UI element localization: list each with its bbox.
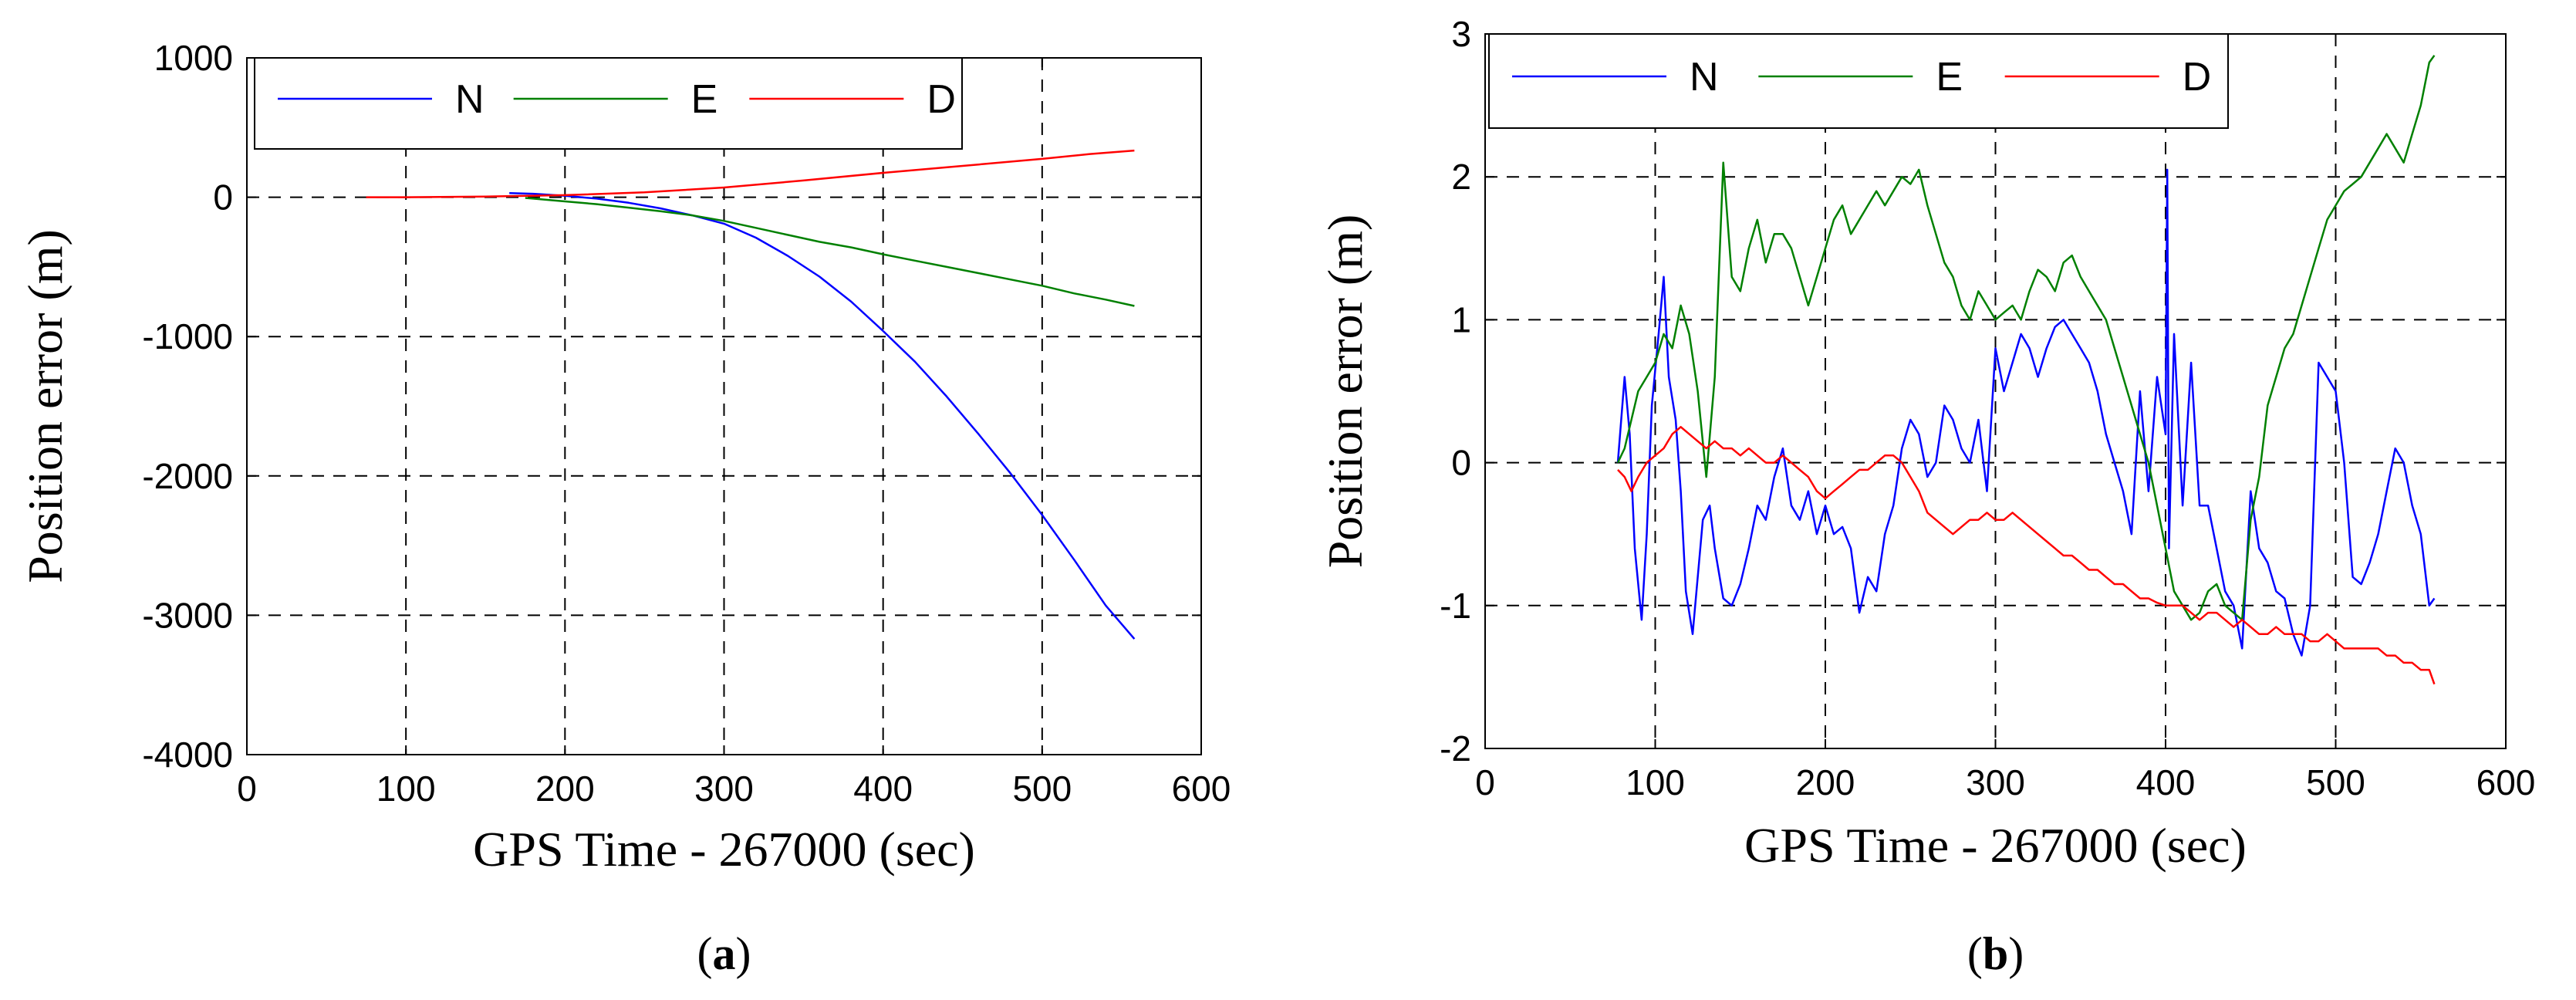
x-tick-label-b-1: 100 [1626,762,1685,802]
panel-caption-b: (b) [1967,928,2024,979]
x-tick-label-a-1: 100 [376,769,436,809]
y-axis-label-a: Position error (m) [18,229,73,583]
x-tick-label-b-0: 0 [1475,762,1495,802]
series-line-b-E [1616,55,2436,621]
series-group-b [1616,55,2436,685]
y-tick-label-b-1: 2 [1451,157,1471,197]
legend-box-b [1488,33,2229,129]
x-axis-label-b: GPS Time - 267000 (sec) [1744,818,2247,873]
caption-letter-b: b [1983,928,2008,979]
x-tick-label-a-5: 500 [1012,769,1072,809]
x-tick-label-a-6: 600 [1172,769,1231,809]
x-tick-label-b-2: 200 [1796,762,1855,802]
caption-close-paren-a: ) [736,928,751,979]
y-tick-label-b-0: 3 [1451,14,1471,54]
y-axis-label-b: Position error (m) [1318,215,1372,569]
x-tick-label-a-4: 400 [853,769,913,809]
x-tick-label-b-5: 500 [2306,762,2365,802]
y-tick-label-a-4: -3000 [142,595,233,635]
series-group-a [366,149,1136,640]
x-tick-label-a-2: 200 [535,769,595,809]
caption-open-paren-a: ( [697,928,713,979]
legend-label-a-E: E [691,77,718,122]
x-tick-label-b-3: 300 [1966,762,2025,802]
series-line-a-N [509,191,1136,640]
legend-label-a-D: D [927,77,956,122]
x-axis-label-a: GPS Time - 267000 (sec) [473,822,975,877]
ticks-b: 0 100 200 300 400 500 600 3 2 1 0 -1 -2 [1440,14,2535,802]
series-line-a-E [525,197,1135,307]
y-tick-label-a-3: -2000 [142,456,233,496]
series-line-b-N [1616,168,2436,657]
grid-a [247,58,1201,755]
y-tick-label-b-3: 0 [1451,443,1471,483]
series-line-b-D [1617,426,2436,685]
x-tick-label-b-4: 400 [2136,762,2196,802]
caption-open-paren-b: ( [1967,928,1983,979]
chart-panel-b: 0 100 200 300 400 500 600 3 2 1 0 -1 -2 GPS Time - 2… [1318,14,2535,979]
x-tick-label-a-0: 0 [237,769,257,809]
y-tick-label-a-0: 1000 [154,38,233,78]
x-tick-label-b-6: 600 [2476,762,2536,802]
legend-label-b-E: E [1936,55,1963,100]
caption-close-paren-b: ) [2008,928,2024,979]
y-tick-label-a-1: 0 [213,177,233,218]
caption-letter-a: a [713,928,736,979]
ticks-a: 0 100 200 300 400 500 600 1000 0 -1000 -2000 -3000 -… [142,38,1231,809]
y-tick-label-a-5: -4000 [142,735,233,775]
legend-label-a-N: N [455,77,484,122]
chart-panel-a: 0 100 200 300 400 500 600 1000 0 -1000 -2000 -3000 -… [18,38,1231,979]
x-tick-label-a-3: 300 [694,769,754,809]
legend-label-b-N: N [1690,55,1719,100]
y-tick-label-b-2: 1 [1451,299,1471,340]
legend-label-b-D: D [2183,55,2212,100]
y-tick-label-b-4: -1 [1440,586,1471,626]
y-tick-label-a-2: -1000 [142,316,233,356]
y-tick-label-b-5: -2 [1440,728,1471,769]
legend-box-a [254,57,963,150]
panel-caption-a: (a) [697,928,751,979]
series-line-a-D [366,149,1135,198]
